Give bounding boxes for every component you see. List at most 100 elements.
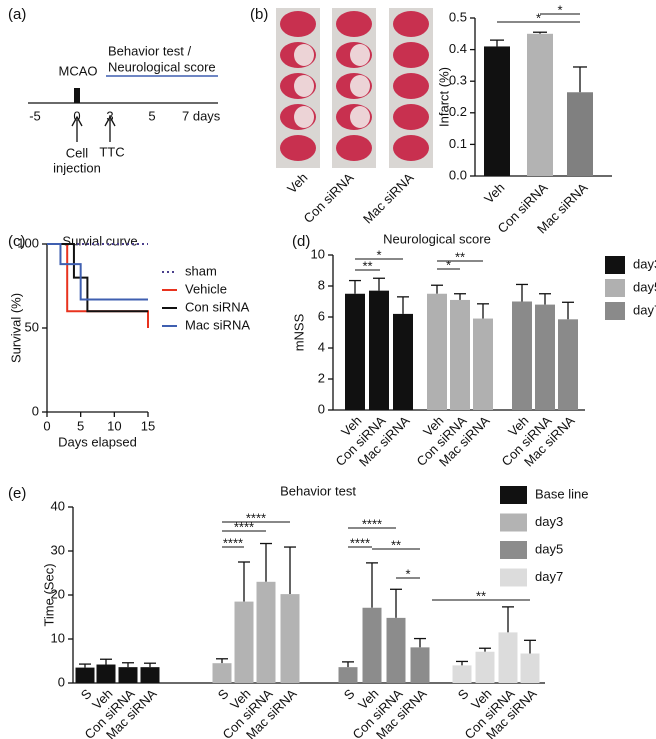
y-tick-label: 100 (17, 235, 39, 250)
slice-lesion (350, 75, 370, 97)
timeline-tick: -5 (29, 108, 41, 123)
error-bar (284, 546, 296, 595)
arrow-head (104, 115, 116, 127)
sig-label: * (405, 566, 410, 581)
sig-label: **** (246, 510, 266, 525)
injection-label: injection (53, 160, 101, 175)
error-bar (573, 66, 587, 93)
legend-label: day5 (535, 541, 563, 556)
chart-title: Neurological score (383, 231, 491, 246)
error-bar (539, 293, 551, 305)
y-tick-label: 10 (51, 630, 65, 645)
bar (452, 665, 472, 683)
legend-label: Con siRNA (185, 299, 250, 314)
slice (336, 135, 372, 161)
legend-swatch (500, 513, 527, 532)
y-tick-label: 0.2 (449, 104, 467, 119)
error-bar (562, 301, 574, 320)
y-tick-label: 0.4 (449, 41, 467, 56)
panel-label: (b) (250, 6, 268, 23)
y-tick-label: 50 (25, 319, 39, 334)
slice (393, 104, 429, 130)
sig-label: **** (234, 519, 254, 534)
bar (118, 667, 138, 683)
y-tick-label: 8 (318, 277, 325, 292)
bar (527, 33, 553, 176)
error-bar (238, 561, 250, 602)
error-bar (122, 662, 134, 668)
slice-photo (276, 8, 433, 168)
bar (410, 647, 430, 683)
error-bar (479, 647, 491, 652)
error-bar (373, 277, 385, 291)
x-axis-label: Days elapsed (58, 434, 137, 449)
sig-label: ** (476, 588, 486, 603)
window-label: Behavior test / (108, 43, 191, 58)
legend-label: day3 (633, 256, 656, 271)
y-tick-label: 0 (318, 401, 325, 416)
legend-label: day3 (535, 514, 563, 529)
legend-swatch (605, 279, 625, 297)
sig-label: * (536, 10, 541, 25)
sig-label: ** (362, 258, 372, 273)
bar (393, 313, 413, 410)
legend-swatch (605, 302, 625, 320)
window-label: Neurological score (108, 59, 216, 74)
y-tick-label: 30 (51, 542, 65, 557)
error-bar (414, 637, 426, 648)
error-bar (490, 39, 504, 47)
error-bar (349, 279, 361, 294)
bar (386, 617, 406, 683)
x-tick-label: 15 (141, 418, 155, 433)
survival-line (47, 243, 148, 313)
event-label: MCAO (59, 63, 98, 78)
bar (212, 663, 232, 683)
slice-lesion (294, 44, 314, 66)
legend-label: Mac siRNA (185, 317, 250, 332)
error-bar (390, 588, 402, 618)
slice (393, 11, 429, 37)
sig-label: * (446, 257, 451, 272)
arrow-head (71, 115, 83, 127)
x-tick-label: Con siRNA (300, 170, 356, 226)
legend-label: Vehicle (185, 281, 227, 296)
bar (345, 293, 365, 410)
bar (140, 667, 160, 683)
sig-label: **** (350, 535, 370, 550)
error-bar (79, 663, 91, 668)
x-tick-label: Veh (481, 180, 507, 206)
bar (280, 594, 300, 683)
panel-label: (d) (292, 233, 310, 250)
y-tick-label: 2 (318, 370, 325, 385)
bar (75, 667, 95, 683)
y-tick-label: 20 (51, 586, 65, 601)
x-tick-label: 10 (107, 418, 121, 433)
y-tick-label: 0.3 (449, 73, 467, 88)
x-tick-label: Mac siRNA (360, 170, 417, 227)
bar (338, 667, 358, 683)
bar (484, 46, 510, 176)
slice (393, 42, 429, 68)
x-tick-label: 5 (77, 418, 84, 433)
x-tick-label: S (341, 686, 358, 703)
bar (234, 601, 254, 683)
slice (393, 135, 429, 161)
y-tick-label: 10 (311, 246, 325, 261)
legend-swatch (605, 256, 625, 274)
legend-label: day7 (535, 569, 563, 584)
bar (520, 653, 540, 683)
y-tick-label: 6 (318, 308, 325, 323)
error-bar (397, 296, 409, 314)
sig-label: ** (391, 537, 401, 552)
bar (473, 318, 493, 410)
slice (336, 11, 372, 37)
event-bar (74, 88, 80, 103)
timeline-tick: 3 (106, 108, 113, 123)
error-bar (216, 658, 228, 664)
y-axis-label: Infarct (%) (436, 67, 451, 127)
y-tick-label: 0 (32, 403, 39, 418)
timeline-tick: 7 days (182, 108, 221, 123)
y-axis-label: Survival (%) (8, 293, 23, 363)
legend-label: day5 (633, 279, 656, 294)
